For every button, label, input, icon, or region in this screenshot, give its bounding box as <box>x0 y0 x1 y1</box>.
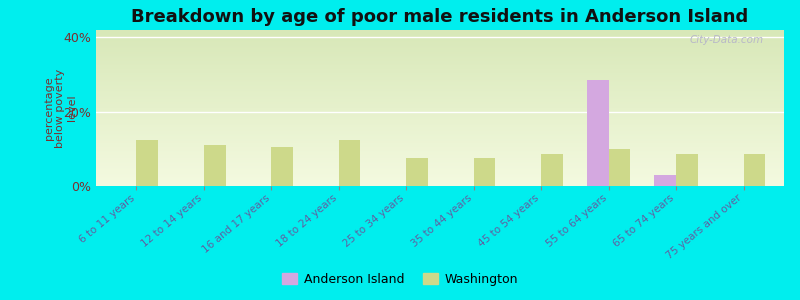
Bar <box>474 158 495 186</box>
Bar <box>271 147 293 186</box>
Bar <box>654 175 676 186</box>
Bar <box>137 140 158 186</box>
Bar <box>541 154 562 186</box>
Y-axis label: percentage
below poverty
level: percentage below poverty level <box>44 68 77 148</box>
Bar <box>339 140 361 186</box>
Text: City-Data.com: City-Data.com <box>690 35 763 45</box>
Legend: Anderson Island, Washington: Anderson Island, Washington <box>278 268 522 291</box>
Bar <box>406 158 428 186</box>
Bar <box>743 154 765 186</box>
Bar <box>609 149 630 186</box>
Bar <box>676 154 698 186</box>
Bar <box>587 80 609 186</box>
Title: Breakdown by age of poor male residents in Anderson Island: Breakdown by age of poor male residents … <box>131 8 749 26</box>
Bar <box>204 145 226 186</box>
